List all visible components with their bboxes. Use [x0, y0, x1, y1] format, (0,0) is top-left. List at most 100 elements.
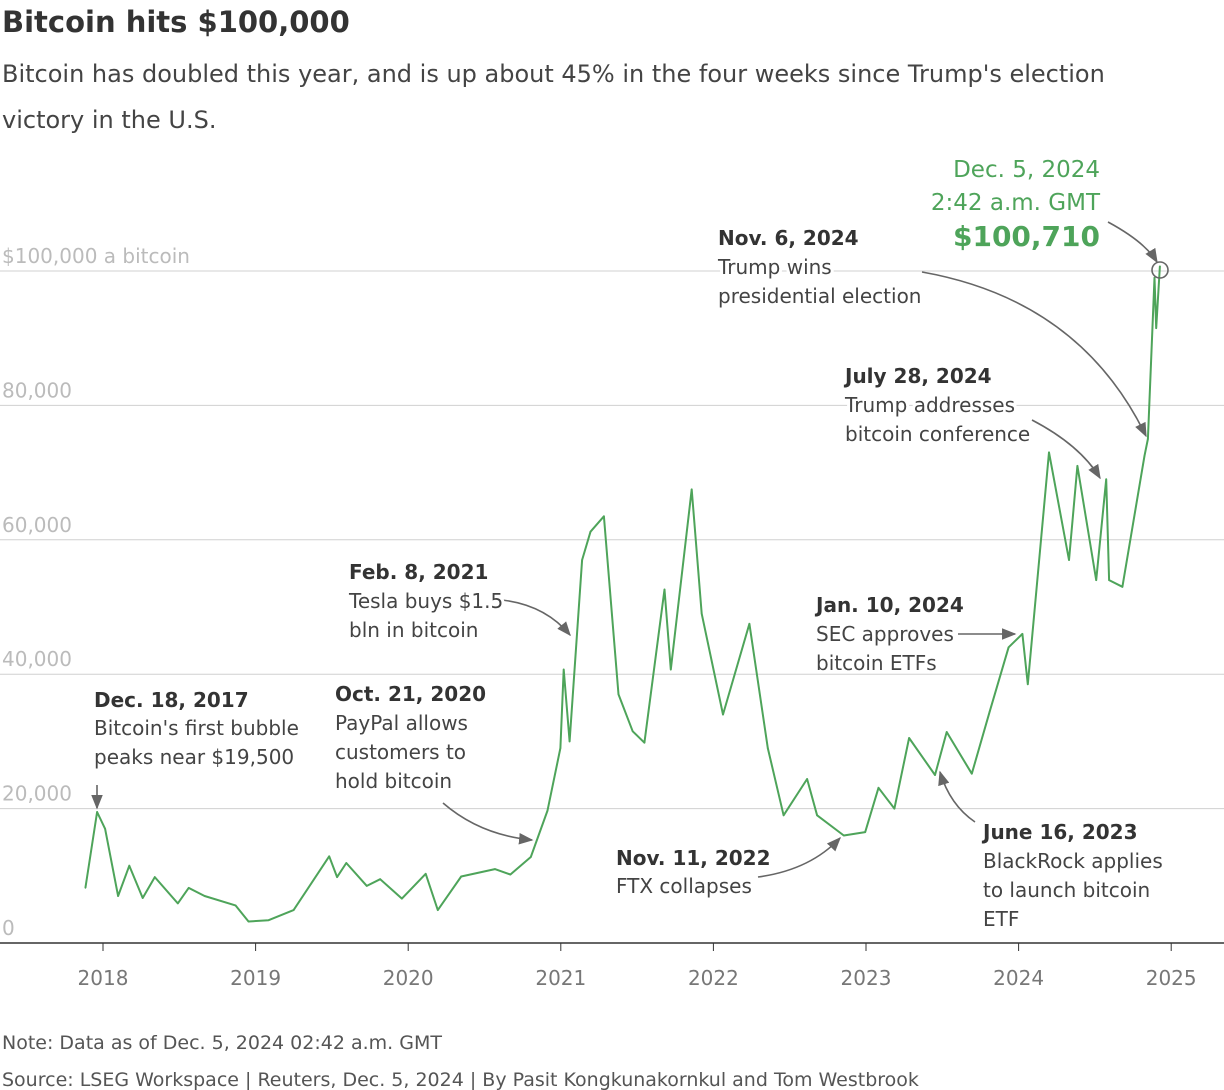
latest-time: 2:42 a.m. GMT	[931, 190, 1101, 216]
y-axis-labels: $100,000 a bitcoin 80,000 60,000 40,000 20,0…	[2, 244, 190, 940]
annotation-date: Jan. 10, 2024	[814, 593, 964, 617]
data-point	[437, 909, 439, 911]
annotation-date: Oct. 21, 2020	[335, 682, 486, 706]
data-point	[766, 747, 769, 749]
annotation-nov-2022: Nov. 11, 2022 FTX collapses	[613, 843, 774, 901]
annotation-latest: Dec. 5, 2024 2:42 a.m. GMT $100,710	[931, 157, 1101, 253]
data-point	[748, 623, 751, 625]
annotation-jan-2024: Jan. 10, 2024 SEC approves bitcoin ETFs	[811, 590, 967, 678]
data-point	[782, 814, 785, 817]
annotation-text: to launch bitcoin	[983, 878, 1150, 902]
annotation-dec-2017: Dec. 18, 2017 Bitcoin's first bubble pea…	[91, 685, 302, 772]
data-point	[509, 873, 512, 876]
data-point	[690, 488, 693, 491]
data-point	[1095, 579, 1097, 581]
annotation-nov-2024: Nov. 6, 2024 Trump wins presidential ele…	[714, 223, 924, 311]
arrow-oct-2020	[442, 802, 534, 845]
data-point	[562, 668, 565, 671]
chart-note: Note: Data as of Dec. 5, 2024 02:42 a.m.…	[2, 1032, 442, 1054]
latest-value: $100,710	[953, 220, 1100, 253]
annotation-jun-2023: June 16, 2023 BlackRock applies to launc…	[978, 817, 1166, 934]
data-point	[589, 530, 592, 533]
data-point	[631, 730, 634, 733]
annotation-jul-2024: July 28, 2024 Trump addresses bitcoin co…	[840, 361, 1033, 449]
data-point	[722, 713, 724, 716]
data-point	[292, 909, 295, 911]
gridlines	[0, 270, 1224, 810]
data-point	[934, 774, 936, 776]
annotation-text: customers to	[335, 740, 466, 764]
data-point	[669, 668, 672, 671]
data-point	[366, 885, 368, 887]
annotation-text: bitcoin conference	[845, 422, 1030, 446]
x-tick-label: 2022	[688, 966, 739, 990]
annotation-text: presidential election	[718, 284, 921, 308]
annotation-arrows	[91, 221, 1158, 878]
annotation-date: July 28, 2024	[843, 364, 992, 388]
data-point	[864, 831, 866, 833]
x-tick-label: 2021	[535, 966, 586, 990]
y-tick-label: 80,000	[2, 378, 72, 402]
chart-title: Bitcoin hits $100,000	[2, 5, 350, 39]
data-point	[128, 864, 131, 867]
data-point	[177, 902, 179, 905]
data-point	[1108, 579, 1110, 581]
annotation-date: Nov. 6, 2024	[718, 226, 859, 250]
chart-source: Source: LSEG Workspace | Reuters, Dec. 5…	[2, 1069, 919, 1090]
data-point	[460, 875, 462, 878]
y-tick-label: 60,000	[2, 513, 72, 537]
data-points	[84, 265, 1161, 923]
data-point	[247, 920, 250, 923]
data-point	[700, 612, 703, 615]
data-point	[267, 919, 270, 921]
annotation-oct-2020: Oct. 21, 2020 PayPal allows customers to…	[332, 679, 489, 796]
data-point	[1026, 683, 1029, 686]
annotation-text: Tesla buys $1.5	[348, 589, 503, 613]
data-point	[581, 559, 583, 561]
data-point	[877, 786, 880, 789]
annotation-text: hold bitcoin	[335, 769, 452, 793]
arrow-nov-2024	[921, 271, 1147, 438]
data-point	[1076, 465, 1079, 467]
data-point	[1021, 633, 1024, 635]
data-point	[1147, 438, 1149, 440]
data-point	[84, 887, 87, 889]
annotation-date: June 16, 2023	[981, 820, 1138, 844]
x-tick-label: 2020	[383, 966, 434, 990]
data-point	[117, 895, 119, 897]
latest-date: Dec. 5, 2024	[953, 157, 1100, 183]
leader-latest	[1107, 221, 1158, 264]
arrow-jun-2023	[938, 770, 976, 823]
annotation-text: peaks near $19,500	[94, 745, 294, 769]
data-point	[603, 515, 605, 518]
chart-subtitle-line-1: Bitcoin has doubled this year, and is up…	[2, 60, 1105, 88]
annotation-date: Dec. 18, 2017	[94, 688, 249, 712]
x-tick-label: 2024	[993, 966, 1044, 990]
y-tick-label: 0	[2, 916, 15, 940]
data-point	[546, 809, 549, 812]
arrow-feb-2021	[501, 599, 571, 637]
annotation-text: ETF	[983, 907, 1019, 931]
data-point	[568, 740, 571, 743]
data-point	[328, 855, 330, 858]
data-point	[1007, 646, 1010, 649]
data-point	[893, 807, 896, 810]
y-tick-label: 40,000	[2, 647, 72, 671]
data-point	[1155, 327, 1157, 329]
annotation-text: FTX collapses	[616, 874, 752, 898]
data-point	[104, 827, 106, 830]
x-tick-label: 2019	[230, 966, 281, 990]
data-point	[1153, 276, 1156, 279]
data-point	[559, 747, 562, 749]
annotation-text: bln in bitcoin	[349, 618, 478, 642]
data-point	[617, 693, 620, 696]
x-tick-label: 2023	[841, 966, 892, 990]
annotation-text: BlackRock applies	[983, 849, 1163, 873]
annotation-text: SEC approves	[816, 622, 954, 646]
annotation-text: Bitcoin's first bubble	[94, 716, 299, 740]
data-point	[401, 897, 403, 900]
data-point	[945, 731, 948, 733]
data-point	[234, 904, 237, 907]
arrow-jul-2024	[1031, 419, 1101, 480]
data-point	[529, 856, 532, 858]
